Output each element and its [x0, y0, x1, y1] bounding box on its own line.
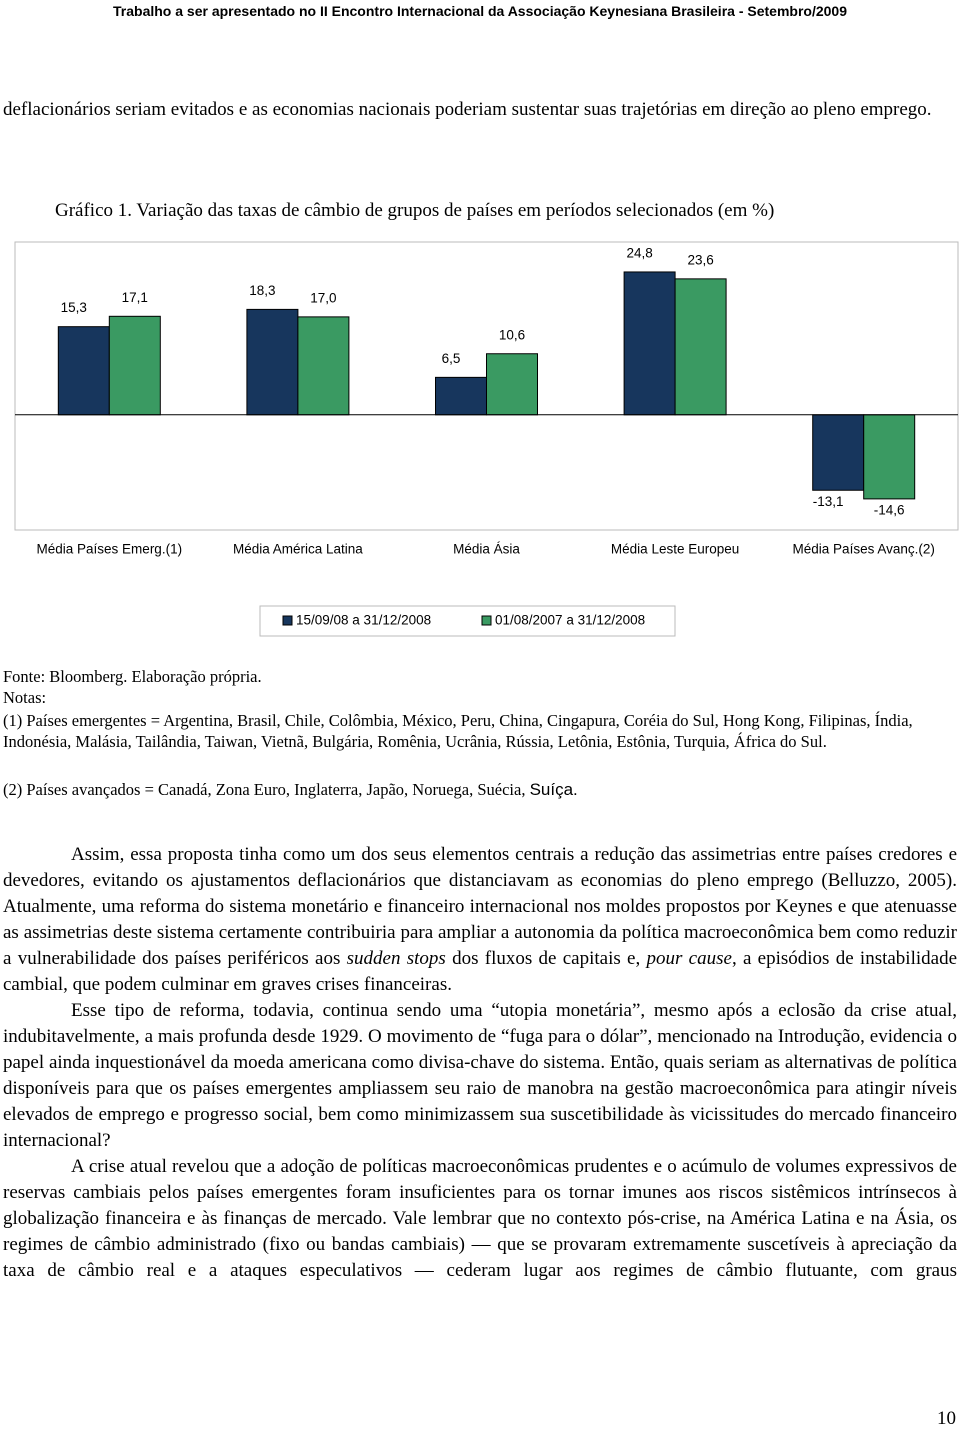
value-label: 23,6 [687, 252, 713, 267]
notes-colon: : [41, 688, 47, 707]
page-number: 10 [937, 1408, 956, 1429]
bar [246, 308, 299, 416]
category-label: Média Países Avanç.(2) [793, 542, 935, 557]
bar [57, 326, 110, 416]
value-label: 6,5 [442, 351, 461, 366]
italic-text: sudden stops [346, 948, 446, 969]
value-label: 18,3 [249, 283, 275, 298]
note-2-text: (2) Países avançados = Canadá, Zona Euro… [3, 780, 530, 799]
value-label: 17,1 [122, 290, 148, 305]
legend-swatch [282, 615, 293, 626]
source-label: Fonte [3, 667, 41, 686]
text: Assim, essa proposta tinha como um dos s… [3, 844, 957, 969]
chart: 15,3 18,3 6,5 24,8 -13,1 17,1 17,0 10,6 23,6 -14,… [14, 241, 959, 637]
note-2: (2) Países avançados = Canadá, Zona Euro… [3, 779, 957, 800]
bar [863, 414, 916, 500]
value-label: 17,0 [310, 290, 336, 305]
bar [623, 271, 676, 416]
category-label: Média América Latina [233, 542, 363, 557]
value-label: 24,8 [626, 246, 652, 261]
category-label: Média Leste Europeu [611, 542, 739, 557]
text: , a episódios de instabilidade cambial, … [3, 948, 958, 995]
paragraph: Assim, essa proposta tinha como um dos s… [3, 842, 957, 998]
bar [435, 376, 487, 416]
text: dos fluxos de capitais e, [445, 948, 647, 969]
paragraph: Esse tipo de reforma, todavia, continua … [3, 1000, 957, 1151]
bar [674, 278, 727, 416]
italic-text: pour cause [646, 948, 732, 969]
bar [486, 353, 538, 416]
running-header: Trabalho a ser apresentado no II Encontr… [113, 3, 847, 19]
category-label: Média Ásia [453, 542, 520, 557]
value-label: -14,6 [874, 502, 905, 517]
value-label: 15,3 [61, 300, 87, 315]
value-label: 10,6 [499, 327, 525, 342]
notes-label: Notas [3, 688, 42, 707]
plot-area [14, 241, 959, 531]
bar [297, 316, 350, 416]
intro-text: deflacionários seriam evitados e as econ… [3, 99, 932, 120]
paragraph: A crise atual revelou que a adoção de po… [3, 1156, 957, 1281]
source: Fonte: Bloomberg. Elaboração própria. [3, 666, 957, 687]
value-label: -13,1 [813, 494, 844, 509]
legend-swatch [481, 615, 492, 626]
category-label: Média Países Emerg.(1) [37, 542, 183, 557]
legend-label: 15/09/08 a 31/12/2008 [296, 613, 431, 628]
figure-caption: Gráfico 1. Variação das taxas de câmbio … [55, 200, 775, 221]
bar [812, 414, 865, 491]
legend-label: 01/08/2007 a 31/12/2008 [495, 613, 645, 628]
notes-heading: Notas: [3, 687, 957, 708]
note-2-end: Suíça. [529, 780, 578, 799]
bar [108, 315, 161, 416]
source-text: : Bloomberg. Elaboração própria. [40, 667, 262, 686]
note-1: (1) Países emergentes = Argentina, Brasi… [3, 711, 913, 751]
legend-box [259, 605, 676, 637]
body-text: Assim, essa proposta tinha como um dos s… [3, 842, 957, 1284]
